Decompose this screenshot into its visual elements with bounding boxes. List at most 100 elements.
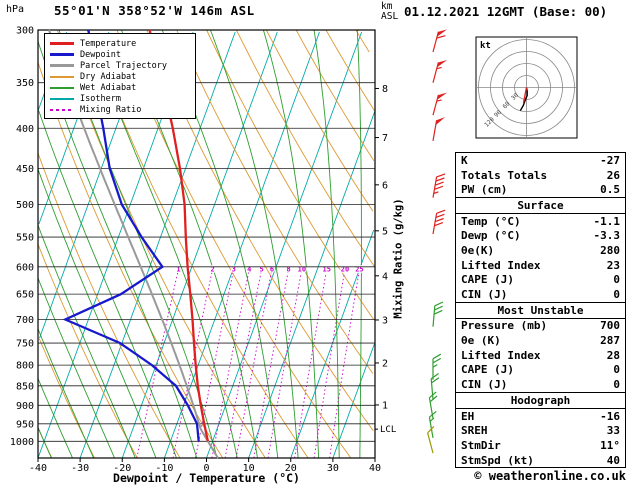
stat-label: Totals Totals	[461, 168, 548, 182]
stat-row-mu-thetae: θe (K) 287	[456, 333, 625, 348]
stat-label: Temp (°C)	[461, 214, 521, 228]
legend-label: Temperature	[80, 38, 137, 49]
stat-value: -1.1	[593, 214, 621, 228]
svg-text:10: 10	[298, 266, 306, 274]
stat-row-eh: EH -16	[456, 409, 625, 424]
stat-label: CIN (J)	[461, 288, 508, 302]
svg-text:6: 6	[270, 266, 274, 274]
stats-panel: K -27 Totals Totals 26 PW (cm) 0.5 Surface …	[455, 152, 626, 469]
svg-text:700: 700	[16, 315, 34, 326]
stat-value: 33	[606, 424, 620, 438]
stat-row-k-index: K -27	[456, 153, 625, 168]
stat-label: StmDir	[461, 438, 501, 452]
svg-text:300: 300	[16, 26, 34, 37]
stat-value: 26	[606, 168, 620, 182]
svg-text:1000: 1000	[10, 437, 34, 448]
stat-value: 700	[600, 319, 620, 333]
svg-text:90: 90	[493, 109, 503, 119]
stat-value: 287	[600, 334, 620, 348]
svg-text:450: 450	[16, 164, 34, 175]
stat-value: -16	[600, 409, 620, 423]
legend-label: Dewpoint	[80, 49, 121, 60]
stat-label: θe(K)	[461, 243, 495, 257]
svg-text:950: 950	[16, 419, 34, 430]
svg-text:30: 30	[510, 92, 520, 102]
legend-item-dry-adiabat: Dry Adiabat	[50, 71, 190, 82]
svg-text:600: 600	[16, 262, 34, 273]
stat-label: Dewp (°C)	[461, 229, 521, 243]
svg-text:20: 20	[285, 463, 297, 474]
svg-text:6: 6	[382, 180, 388, 191]
stat-label: SREH	[461, 424, 488, 438]
wet-adiabat-line-swatch	[50, 86, 74, 89]
svg-text:550: 550	[16, 233, 34, 244]
stat-label: CAPE (J)	[461, 363, 514, 377]
svg-text:850: 850	[16, 381, 34, 392]
stat-label: EH	[461, 409, 475, 423]
stat-value: 11°	[600, 438, 620, 452]
stat-row-totals-totals: Totals Totals 26	[456, 168, 625, 183]
svg-text:650: 650	[16, 290, 34, 301]
stat-row-sreh: SREH 33	[456, 423, 625, 438]
stat-value: 0	[613, 288, 620, 302]
mixing-ratio-axis-label: Mixing Ratio (g/kg)	[392, 198, 405, 319]
stat-label: Pressure (mb)	[461, 319, 548, 333]
stat-value: 0	[613, 273, 620, 287]
svg-text:350: 350	[16, 78, 34, 89]
svg-text:4: 4	[382, 271, 388, 282]
pressure-axis-unit: hPa	[6, 4, 25, 15]
stat-label: CIN (J)	[461, 378, 508, 392]
legend-label: Wet Adiabat	[80, 82, 137, 93]
stat-row-storm-speed: StmSpd (kt) 40	[456, 453, 625, 468]
stat-label: K	[461, 153, 468, 167]
svg-text:1: 1	[382, 400, 388, 411]
stat-value: -3.3	[593, 229, 621, 243]
chart-legend: Temperature Dewpoint Parcel Trajectory D…	[44, 33, 196, 119]
temperature-axis-label: Dewpoint / Temperature (°C)	[113, 471, 300, 485]
svg-text:-30: -30	[71, 463, 89, 474]
stat-row-surface-lifted-index: Lifted Index 23	[456, 258, 625, 273]
svg-text:20: 20	[341, 266, 349, 274]
svg-text:5: 5	[260, 266, 264, 274]
stat-value: 40	[606, 453, 620, 467]
svg-text:15: 15	[323, 266, 331, 274]
svg-text:800: 800	[16, 361, 34, 372]
svg-text:10: 10	[243, 463, 255, 474]
svg-text:-40: -40	[29, 463, 47, 474]
parcel-line-swatch	[50, 64, 74, 67]
svg-text:-20: -20	[113, 463, 131, 474]
legend-item-dewpoint: Dewpoint	[50, 49, 190, 60]
altitude-unit-asl: ASL	[381, 11, 399, 22]
svg-text:8: 8	[287, 266, 291, 274]
svg-text:2: 2	[210, 266, 214, 274]
svg-text:3: 3	[232, 266, 236, 274]
stat-row-surface-cape: CAPE (J) 0	[456, 273, 625, 288]
svg-text:7: 7	[382, 133, 388, 144]
legend-item-parcel-trajectory: Parcel Trajectory	[50, 60, 190, 71]
svg-text:-10: -10	[155, 463, 173, 474]
svg-text:25: 25	[355, 266, 363, 274]
stat-value: 0.5	[600, 183, 620, 197]
legend-label: Mixing Ratio	[80, 104, 142, 115]
station-location-title: 55°01'N 358°52'W 146m ASL	[54, 3, 255, 18]
stat-value: 28	[606, 348, 620, 362]
stat-row-surface-temp: Temp (°C) -1.1	[456, 214, 625, 229]
legend-item-isotherm: Isotherm	[50, 93, 190, 104]
svg-text:60: 60	[501, 100, 511, 110]
legend-label: Parcel Trajectory	[80, 60, 167, 71]
svg-text:2: 2	[382, 358, 388, 369]
stat-value: 0	[613, 378, 620, 392]
stat-label: Lifted Index	[461, 258, 541, 272]
temperature-line-swatch	[50, 42, 74, 45]
legend-item-wet-adiabat: Wet Adiabat	[50, 82, 190, 93]
legend-item-mixing-ratio: Mixing Ratio	[50, 104, 190, 115]
svg-text:5: 5	[382, 226, 388, 237]
stat-label: PW (cm)	[461, 183, 508, 197]
stat-row-surface-dewp: Dewp (°C) -3.3	[456, 228, 625, 243]
mixing-ratio-line-swatch	[50, 108, 74, 111]
section-title-most-unstable: Most Unstable	[456, 301, 625, 319]
legend-item-temperature: Temperature	[50, 38, 190, 49]
stat-value: 280	[600, 243, 620, 257]
